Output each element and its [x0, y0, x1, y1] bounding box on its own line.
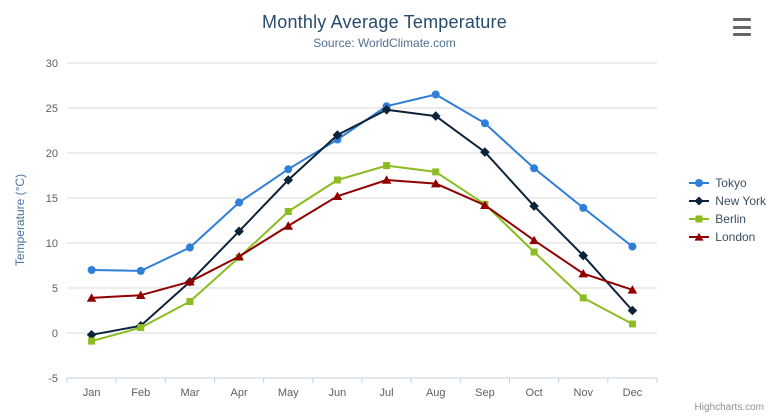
marker-london[interactable]	[135, 290, 146, 299]
legend-label-london: London	[715, 230, 756, 244]
square-marker-icon	[695, 215, 703, 223]
marker-new-york[interactable]	[627, 305, 638, 316]
marker-new-york[interactable]	[480, 147, 490, 157]
marker-new-york[interactable]	[332, 130, 343, 140]
series-line-london[interactable]	[90, 179, 634, 299]
marker-tokyo[interactable]	[579, 203, 588, 212]
legend-symbol-berlin	[689, 215, 710, 223]
marker-tokyo[interactable]	[530, 164, 539, 173]
y-axis-label: 15	[46, 193, 58, 205]
legend-label-berlin: Berlin	[715, 212, 746, 226]
legend-item-tokyo[interactable]: Tokyo	[688, 176, 766, 190]
y-axis-label: 30	[46, 58, 58, 70]
marker-new-york[interactable]	[86, 330, 97, 340]
legend-symbol-london	[689, 232, 710, 241]
marker-tokyo[interactable]	[136, 266, 145, 275]
series-line-tokyo[interactable]	[90, 93, 634, 272]
series-line-berlin[interactable]	[90, 164, 634, 343]
marker-london[interactable]	[283, 221, 294, 230]
y-axis-label: 25	[46, 103, 58, 115]
marker-london[interactable]	[529, 235, 539, 245]
marker-new-york[interactable]	[529, 201, 539, 211]
x-axis-label: Mar	[180, 387, 199, 399]
legend: Tokyo New York Berlin London	[688, 176, 766, 244]
marker-new-york[interactable]	[283, 175, 294, 185]
hamburger-menu-icon	[733, 25, 751, 29]
marker-tokyo[interactable]	[87, 266, 96, 274]
marker-tokyo[interactable]	[628, 242, 637, 251]
marker-london[interactable]	[480, 200, 490, 209]
marker-new-york[interactable]	[578, 250, 589, 261]
marker-tokyo[interactable]	[235, 198, 244, 207]
x-axis-label: Apr	[231, 387, 248, 399]
y-axis-label: 0	[52, 328, 58, 340]
y-axis-label: 5	[52, 283, 58, 295]
marker-london[interactable]	[627, 285, 638, 294]
marker-berlin[interactable]	[628, 320, 636, 328]
x-axis-label: Nov	[573, 387, 593, 399]
chart-context-menu-button[interactable]	[733, 18, 753, 36]
marker-london[interactable]	[86, 293, 97, 302]
circle-marker-icon	[695, 179, 704, 187]
marker-new-york[interactable]	[234, 226, 244, 237]
marker-berlin[interactable]	[88, 337, 96, 345]
diamond-marker-icon	[694, 196, 704, 206]
x-axis-label: Feb	[131, 387, 150, 399]
marker-tokyo[interactable]	[284, 165, 293, 174]
legend-item-new-york[interactable]: New York	[688, 194, 766, 208]
marker-new-york[interactable]	[430, 111, 441, 121]
marker-berlin[interactable]	[432, 168, 440, 176]
marker-berlin[interactable]	[579, 294, 587, 302]
x-axis-label: Aug	[426, 387, 446, 399]
marker-berlin[interactable]	[383, 162, 391, 170]
y-axis-label: 10	[46, 238, 58, 250]
legend-item-london[interactable]: London	[688, 230, 766, 244]
x-axis-label: Jul	[380, 387, 394, 399]
y-axis-label: -5	[48, 373, 58, 385]
x-axis-label: Oct	[526, 387, 543, 399]
marker-berlin[interactable]	[333, 176, 341, 184]
marker-tokyo[interactable]	[185, 243, 194, 252]
x-axis-label: Dec	[623, 387, 643, 399]
marker-new-york[interactable]	[381, 105, 392, 115]
marker-london[interactable]	[430, 179, 441, 188]
legend-symbol-tokyo	[689, 179, 710, 187]
hamburger-menu-icon	[733, 33, 751, 36]
marker-tokyo[interactable]	[480, 119, 489, 128]
marker-tokyo[interactable]	[431, 90, 440, 99]
marker-london[interactable]	[578, 269, 589, 278]
marker-berlin[interactable]	[186, 298, 194, 305]
x-axis-label: May	[278, 387, 299, 399]
chart-title: Monthly Average Temperature	[262, 12, 507, 32]
marker-berlin[interactable]	[284, 208, 292, 215]
marker-london[interactable]	[332, 191, 343, 200]
y-axis-title: Temperature (°C)	[13, 173, 27, 267]
legend-item-berlin[interactable]: Berlin	[688, 212, 766, 226]
hamburger-menu-icon	[733, 18, 751, 21]
series-line-new-york[interactable]	[90, 108, 634, 336]
x-axis-label: Sep	[475, 387, 495, 399]
chart-subtitle: Source: WorldClimate.com	[313, 36, 456, 50]
legend-label-tokyo: Tokyo	[715, 176, 747, 190]
credits-link[interactable]: Highcharts.com	[694, 402, 764, 413]
marker-berlin[interactable]	[137, 324, 145, 332]
marker-london[interactable]	[185, 277, 195, 286]
x-axis-label: Jan	[83, 387, 101, 399]
marker-london[interactable]	[381, 175, 392, 184]
y-axis-label: 20	[46, 148, 58, 160]
legend-symbol-new-york	[689, 196, 710, 206]
x-axis-label: Jun	[329, 387, 347, 399]
marker-london[interactable]	[234, 251, 244, 261]
marker-berlin[interactable]	[530, 248, 538, 256]
triangle-marker-icon	[694, 232, 704, 241]
legend-label-new-york: New York	[715, 194, 766, 208]
